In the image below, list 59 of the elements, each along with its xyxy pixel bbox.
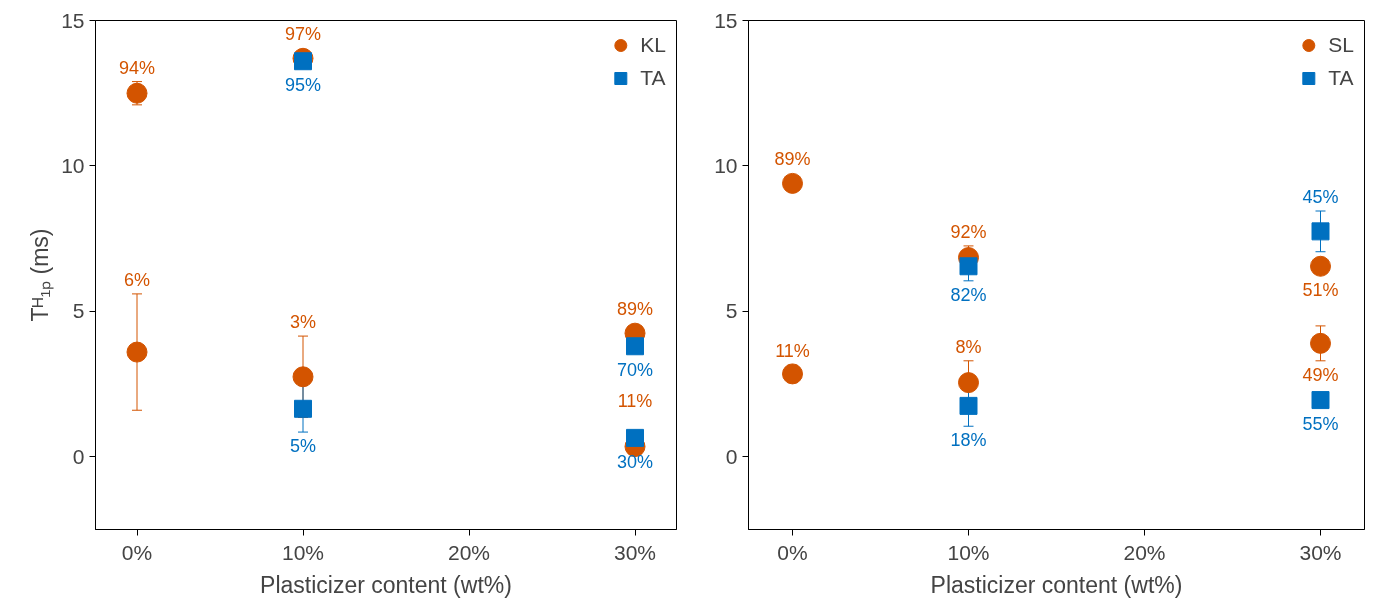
point xyxy=(126,341,148,363)
x-tick-label: 0% xyxy=(777,540,808,564)
annotation: 8% xyxy=(955,336,982,357)
point xyxy=(1310,332,1331,354)
annotation: 82% xyxy=(950,284,987,305)
point xyxy=(959,257,978,276)
legend-label: SL xyxy=(1328,33,1354,57)
annotation: 97% xyxy=(284,24,322,45)
annotation: 51% xyxy=(1302,280,1339,301)
y-tick-label: 10 xyxy=(61,153,85,177)
annotation: 3% xyxy=(289,312,317,333)
y-tick-label: 10 xyxy=(714,153,738,177)
x-tick-label: 0% xyxy=(121,540,153,564)
x-tick-label: 30% xyxy=(613,540,657,564)
point xyxy=(958,372,979,394)
annotation: 18% xyxy=(950,430,987,451)
point xyxy=(1311,222,1330,241)
annotation: 94% xyxy=(118,57,156,78)
y-tick-label: 5 xyxy=(72,299,85,323)
legend-label: TA xyxy=(640,66,666,90)
y-tick-label: 15 xyxy=(61,8,85,32)
annotation: 55% xyxy=(1302,414,1339,435)
point xyxy=(626,337,644,356)
y-tick-label: 0 xyxy=(72,444,85,468)
point xyxy=(782,363,803,385)
point xyxy=(959,396,978,415)
x-tick-label: 10% xyxy=(281,540,325,564)
annotation: 6% xyxy=(123,269,151,290)
y-tick-label: 15 xyxy=(714,8,738,32)
annotation: 89% xyxy=(616,299,654,320)
y-axis-title: Tᴴ₁ₚ (ms) xyxy=(27,228,55,322)
annotation: 89% xyxy=(774,149,811,170)
annotation: 5% xyxy=(289,436,317,457)
legend-label: KL xyxy=(640,33,666,57)
annotation: 49% xyxy=(1302,364,1339,385)
point xyxy=(126,82,148,104)
annotation: 95% xyxy=(284,75,322,96)
y-tick-label: 0 xyxy=(725,444,738,468)
x-axis-title: Plasticizer content (wt%) xyxy=(930,571,1183,598)
annotation: 11% xyxy=(775,341,810,362)
point xyxy=(782,172,803,194)
point xyxy=(626,428,644,447)
point xyxy=(1311,391,1330,410)
annotation: 92% xyxy=(950,221,987,242)
point xyxy=(294,399,312,418)
point xyxy=(292,366,314,388)
y-tick-label: 5 xyxy=(725,299,738,323)
point xyxy=(294,52,312,71)
x-tick-label: 10% xyxy=(947,540,990,564)
x-tick-label: 20% xyxy=(1123,540,1166,564)
legend-label: TA xyxy=(1328,66,1354,90)
x-tick-label: 30% xyxy=(1299,540,1342,564)
annotation: 11% xyxy=(617,390,653,411)
annotation: 45% xyxy=(1302,187,1339,208)
annotation: 70% xyxy=(616,360,654,381)
x-axis-title: Plasticizer content (wt%) xyxy=(260,571,512,598)
x-tick-label: 20% xyxy=(447,540,491,564)
point xyxy=(1310,255,1331,277)
annotation: 30% xyxy=(616,451,654,472)
